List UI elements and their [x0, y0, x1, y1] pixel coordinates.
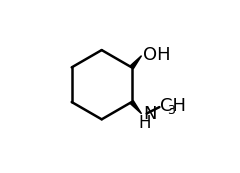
Text: 3: 3 — [167, 103, 175, 117]
Text: OH: OH — [143, 46, 170, 64]
Polygon shape — [130, 56, 142, 69]
Polygon shape — [130, 101, 142, 114]
Text: H: H — [139, 114, 151, 132]
Text: N: N — [143, 105, 157, 123]
Text: CH: CH — [160, 97, 186, 115]
